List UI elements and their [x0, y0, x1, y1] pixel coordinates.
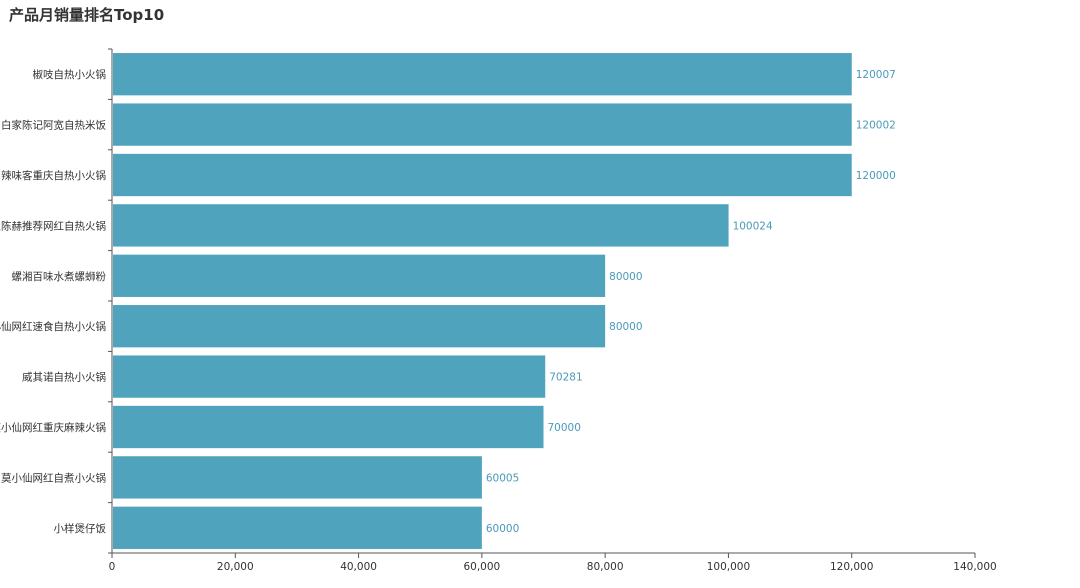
y-tick-label: 辣味客重庆自热小火锅 [1, 169, 106, 182]
value-label: 70281 [549, 372, 582, 384]
x-axis: 0 20,000 40,000 60,000 80,000 100,000 120,000 1… [109, 552, 997, 573]
bar [113, 305, 606, 348]
y-tick-label: 小仙网红速食自热小火锅 [0, 320, 106, 333]
y-axis: 椒吱自热小火锅白家陈记阿宽自热米饭辣味客重庆自热小火锅王陈赫推荐网红自热火锅螺湘… [0, 48, 113, 554]
bar [113, 355, 546, 398]
x-tick-label: 20,000 [217, 561, 254, 573]
y-tick-label: 莫小仙网红重庆麻辣火锅 [0, 421, 106, 434]
y-tick-label: 螺湘百味水煮螺蛳粉 [12, 270, 107, 283]
value-labels-layer: 120007 120002 120000 100024 80000 80000 70281 7… [486, 69, 896, 535]
x-tick-label: 60,000 [463, 561, 500, 573]
y-tick-label: 椒吱自热小火锅 [33, 68, 107, 81]
value-label: 120002 [856, 120, 896, 132]
value-label: 60005 [486, 472, 519, 484]
value-label: 80000 [609, 271, 642, 283]
y-tick-label: 莫小仙网红自煮小火锅 [1, 471, 106, 484]
bar [113, 103, 852, 146]
bar [113, 405, 544, 449]
bar [113, 254, 606, 297]
bar [113, 153, 852, 197]
value-label: 100024 [733, 220, 773, 232]
value-label: 120007 [856, 69, 896, 81]
y-tick-label: 王陈赫推荐网红自热火锅 [0, 219, 106, 232]
y-tick-label: 小样煲仔饭 [54, 522, 107, 535]
x-tick-label: 80,000 [587, 561, 624, 573]
value-label: 120000 [856, 170, 896, 182]
y-tick-label: 白家陈记阿宽自热米饭 [1, 119, 106, 132]
value-label: 60000 [486, 523, 519, 535]
bar [113, 506, 482, 549]
x-tick-label: 140,000 [953, 561, 996, 573]
x-tick-label: 0 [109, 561, 116, 573]
chart-title: 产品月销量排名Top10 [9, 6, 165, 24]
value-label: 70000 [548, 422, 581, 434]
x-tick-label: 100,000 [707, 561, 750, 573]
bar [113, 456, 482, 499]
value-label: 80000 [609, 321, 642, 333]
x-tick-label: 40,000 [340, 561, 377, 573]
bar [113, 204, 729, 247]
bars-layer [113, 53, 852, 549]
x-tick-label: 120,000 [830, 561, 873, 573]
bar [113, 53, 852, 96]
y-tick-label: 威其诺自热小火锅 [22, 371, 106, 384]
